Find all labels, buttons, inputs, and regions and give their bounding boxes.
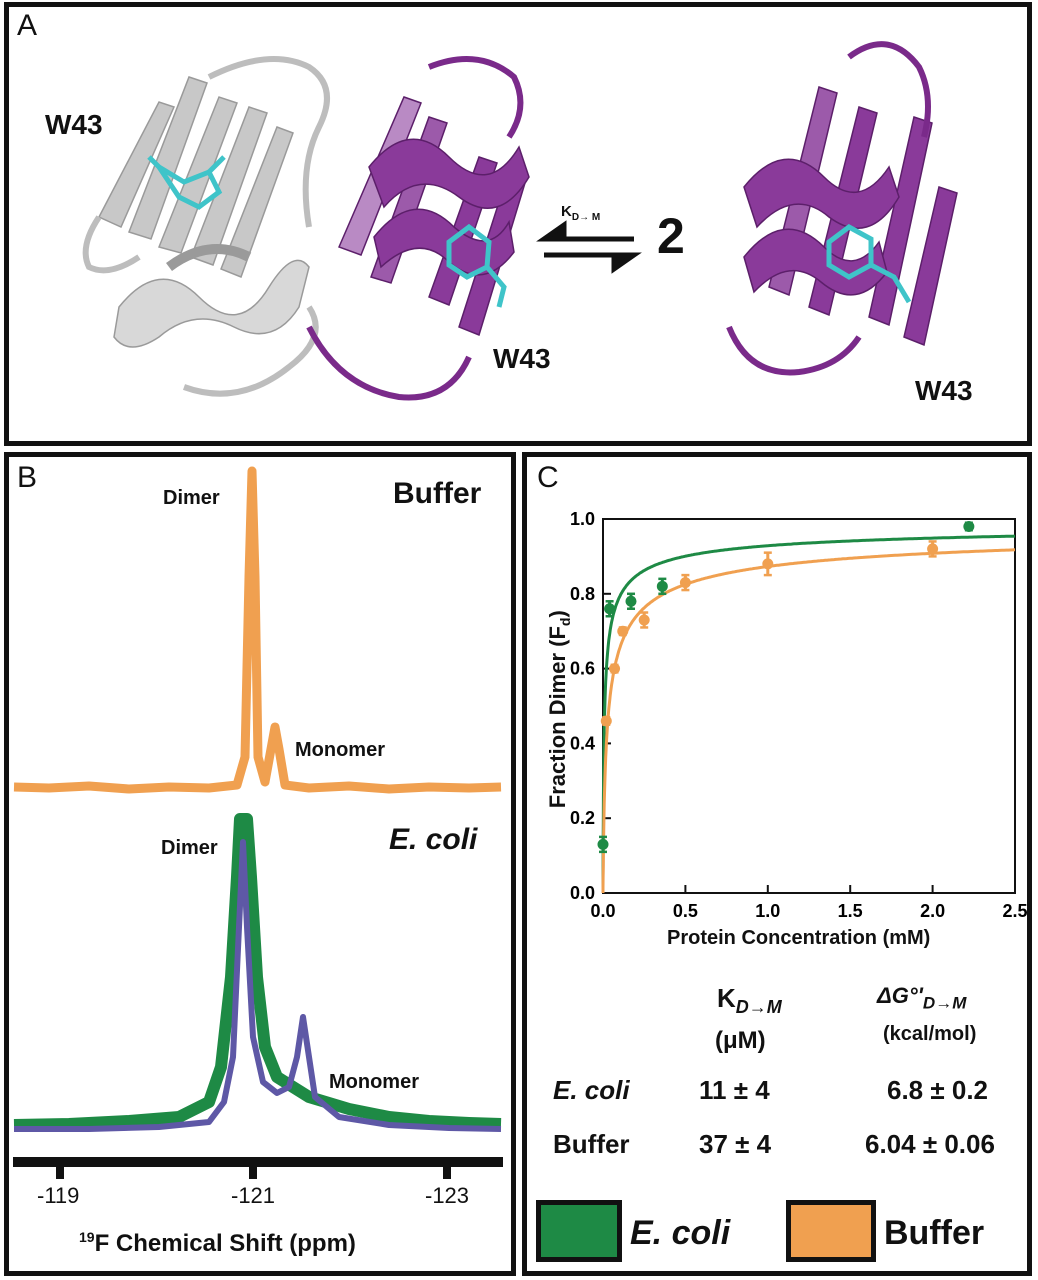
x-tick-label-123: -123: [425, 1183, 470, 1208]
ecoli-spectrum: [13, 813, 502, 1131]
binding-chart: 0.0 0.5 1.0 1.5 2.0 2.5 0.0 0.2 0.4 0.6 0.8 1.0: [570, 509, 1028, 921]
dg-header-sub: D→M: [922, 993, 967, 1013]
x-axis-bar: [13, 1157, 503, 1167]
x-tick-label: 1.0: [755, 901, 780, 921]
y-tick-label: 0.4: [570, 733, 595, 753]
monomer-label-top: Monomer: [295, 739, 385, 761]
data-point: [604, 603, 616, 615]
legend-swatch-buffer: [786, 1200, 876, 1262]
dg-unit: (kcal/mol): [883, 1023, 977, 1045]
data-point: [927, 543, 939, 555]
x-axis-title: 19F Chemical Shift (ppm): [79, 1229, 356, 1258]
nmr-spectra: [13, 466, 503, 1179]
plot-frame: [602, 518, 1016, 894]
data-point: [638, 614, 650, 626]
grey-monomer: [82, 56, 330, 397]
row-ecoli-dg: 6.8 ± 0.2: [887, 1075, 989, 1105]
x-tick-label: 2.5: [1002, 901, 1027, 921]
panel-a-label: A: [17, 9, 38, 42]
legend-swatch-ecoli: [536, 1200, 622, 1262]
monomer-label-bottom: Monomer: [329, 1071, 419, 1093]
equilibrium-arrows-icon: [536, 220, 642, 274]
data-point: [600, 715, 612, 727]
data-point: [963, 520, 975, 532]
x-tick-121: [249, 1165, 257, 1179]
purple-monomer-right: [726, 41, 958, 376]
dg-header: ΔG°'D→M: [877, 983, 966, 1013]
kd-unit: (μM): [715, 1027, 766, 1054]
residue-label-middle: W43: [493, 343, 551, 374]
data-point: [656, 580, 668, 592]
kd-header-main: K: [717, 983, 736, 1013]
x-tick-label: 1.5: [838, 901, 863, 921]
data-point: [609, 663, 621, 675]
row-buffer-name: Buffer: [553, 1129, 630, 1159]
protein-structure-illustration: [82, 41, 958, 401]
trp-sidechain-right: [826, 224, 912, 304]
x-tick-label-119: -119: [37, 1183, 80, 1208]
data-point: [597, 838, 609, 850]
data-point: [617, 625, 629, 637]
buffer-spectrum: [13, 466, 502, 794]
chart-y-axis-title: Fraction Dimer (Fd): [545, 559, 573, 859]
residue-label-right: W43: [915, 375, 973, 406]
data-point: [679, 577, 691, 589]
y-tick-label: 0.0: [570, 883, 595, 903]
trp-sidechain-left: [147, 155, 226, 210]
x-tick-label-121: -121: [231, 1183, 276, 1208]
purple-monomer: [306, 56, 530, 401]
chart-x-axis-title: Protein Concentration (mM): [667, 927, 931, 949]
dimer-label-bottom: Dimer: [161, 837, 218, 859]
equilibrium-constant-label: KD→ M: [561, 203, 600, 223]
fit-curve-0: [601, 534, 1016, 893]
panel-a: A: [4, 2, 1032, 446]
y-title-sub: d: [557, 617, 574, 627]
dimer-label-top: Dimer: [163, 487, 220, 509]
stoichiometry-label: 2: [657, 208, 685, 264]
kd-main: K: [561, 203, 572, 220]
kd-header-sub: D→M: [735, 997, 782, 1018]
y-tick-label: 0.2: [570, 808, 595, 828]
x-tick-119: [56, 1165, 64, 1179]
x-tick-123: [443, 1165, 451, 1179]
ecoli-title: E. coli: [389, 823, 478, 856]
row-buffer-dg: 6.04 ± 0.06: [865, 1129, 995, 1159]
fit-curve-1: [601, 548, 1016, 893]
row-ecoli-name: E. coli: [553, 1075, 630, 1105]
x-tick-label: 2.0: [920, 901, 945, 921]
panel-c: C 0.0 0.5 1.0 1.5 2.0 2.5 0.0 0.2 0.4 0.6 0.8 1.0 P…: [522, 452, 1032, 1276]
panel-c-label: C: [537, 461, 559, 494]
dg-header-main: ΔG°': [877, 983, 923, 1008]
legend-label-buffer: Buffer: [884, 1214, 985, 1252]
buffer-title: Buffer: [393, 477, 482, 510]
x-tick-label: 0.5: [673, 901, 698, 921]
y-tick-label: 0.6: [570, 659, 595, 679]
row-buffer-kd: 37 ± 4: [699, 1129, 772, 1159]
y-title-main: Fraction Dimer (F: [544, 626, 570, 809]
y-title-end: ): [544, 610, 570, 618]
residue-label-left: W43: [45, 109, 103, 140]
kd-header: KD→M: [717, 983, 782, 1018]
y-tick-label: 0.8: [570, 584, 595, 604]
ecoli-monomer-spectrum: [14, 839, 502, 1132]
panel-b-label: B: [17, 461, 38, 494]
x-axis-sup: 19: [79, 1229, 95, 1245]
data-point: [762, 558, 774, 570]
panel-b: B Buffer Dimer Monomer E. coli Dimer Mon…: [4, 452, 516, 1276]
x-tick-label: 0.0: [590, 901, 615, 921]
x-axis-text: F Chemical Shift (ppm): [94, 1230, 356, 1257]
legend-label-ecoli: E. coli: [630, 1214, 731, 1252]
row-ecoli-kd: 11 ± 4: [699, 1075, 770, 1105]
data-point: [625, 595, 637, 607]
y-tick-label: 1.0: [570, 509, 595, 529]
kd-sub: D→ M: [571, 212, 601, 223]
trp-sidechain-middle: [446, 223, 507, 308]
